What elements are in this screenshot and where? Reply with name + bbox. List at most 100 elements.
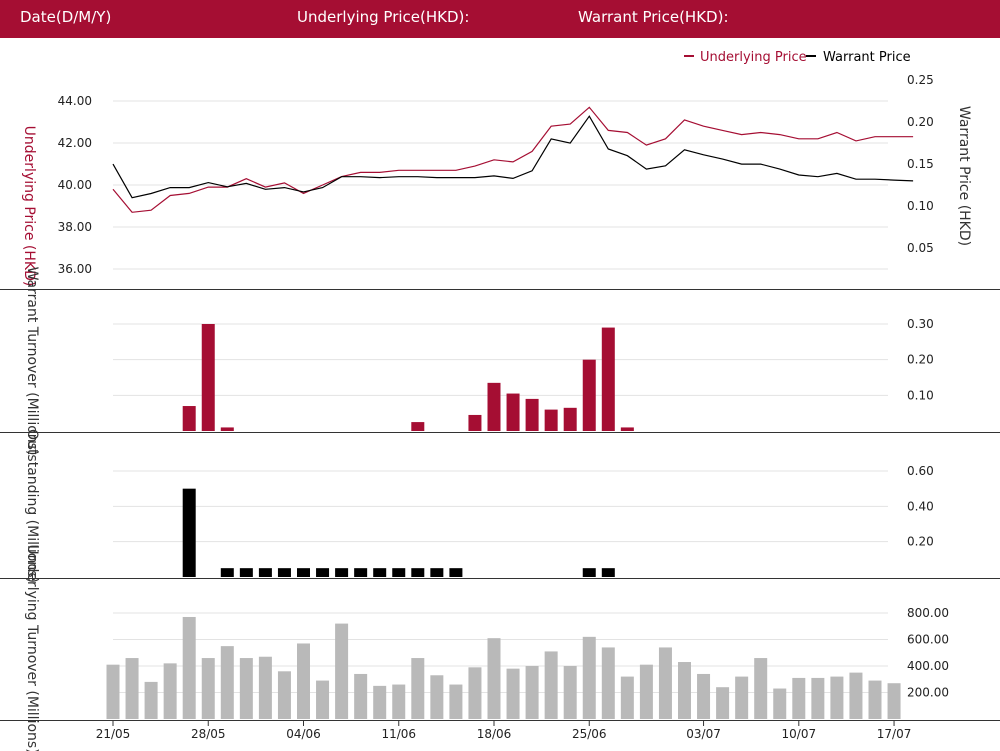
x-tick-label: 03/07 [686,727,721,741]
underlying-turnover-bar [354,673,368,719]
left-y-tick-label: 36.00 [58,262,92,276]
underlying-turnover-bar [163,663,177,719]
y-tick-label: 0.30 [907,317,934,331]
underlying-turnover-bar [754,658,768,719]
header-bar: Date(D/M/Y) Underlying Price(HKD): Warra… [0,0,1000,38]
outstanding-bar [182,488,196,577]
warrant-turnover-bar [182,406,196,431]
warrant-turnover-bar [525,398,539,431]
underlying-turnover-bar [392,684,406,719]
y-tick-label: 0.10 [907,388,934,402]
left-y-tick-label: 42.00 [58,136,92,150]
underlying-turnover-bar [716,687,730,719]
underlying-turnover-bar [887,683,901,719]
warrant-price-header-label: Warrant Price(HKD): [578,8,729,26]
outstanding-bar [220,568,234,577]
underlying-turnover-bar [258,656,272,719]
underlying-turnover-bar [430,675,444,719]
underlying-turnover-bar [144,681,158,719]
x-tick-label: 25/06 [572,727,607,741]
y-tick-label: 800.00 [907,606,949,620]
right-y-tick-label: 0.10 [907,199,934,213]
y-tick-label: 0.20 [907,353,934,367]
outstanding-bar [373,568,387,577]
underlying-turnover-bar [506,668,520,719]
outstanding-bar [392,568,406,577]
underlying-turnover-bar [525,666,539,719]
x-tick-label: 04/06 [286,727,321,741]
underlying-turnover-bar [277,671,291,719]
underlying-price-axis-title-line1: Underlying Price (HKD) [21,126,37,287]
underlying-turnover-bar [449,684,463,719]
outstanding-bar [354,568,368,577]
warrant-price-axis-title: Warrant Price (HKD) [956,106,972,246]
underlying-turnover-bar [373,685,387,719]
underlying-turnover-bar [620,676,634,719]
y-tick-label: 400.00 [907,659,949,673]
outstanding-bar [582,568,596,577]
outstanding-bar [316,568,330,577]
x-tick-label: 17/07 [877,727,912,741]
underlying-turnover-bar [316,680,330,719]
warrant-turnover-bar [582,359,596,431]
underlying-turnover-bar [849,672,863,719]
y-tick-label: 200.00 [907,686,949,700]
outstanding-bar [277,568,291,577]
underlying-turnover-bar [735,676,749,719]
warrant-turnover-bar [544,409,558,431]
left-y-tick-label: 44.00 [58,94,92,108]
x-tick-label: 28/05 [191,727,226,741]
underlying-turnover-bar [811,677,825,719]
warrant-turnover-bar [506,393,520,431]
left-y-tick-label: 40.00 [58,178,92,192]
y-tick-label: 600.00 [907,633,949,647]
warrant-turnover-bar [220,427,234,431]
warrant-turnover-axis-title: Warrant Turnover (Millions) [24,267,40,456]
underlying-turnover-bar [297,643,310,719]
underlying-turnover-bar [563,666,577,719]
right-y-tick-label: 0.20 [907,115,934,129]
warrant-turnover-bar [601,327,615,431]
warrant-chart: 36.00 38.00 40.00 42.00 44.00 0.05 0.10 0.15 0.2… [0,50,1000,751]
underlying-turnover-bar [544,651,558,719]
outstanding-bar [297,568,310,577]
underlying-turnover-bar [411,658,425,719]
underlying-turnover-bar [639,664,653,719]
outstanding-bar [430,568,444,577]
outstanding-bar [239,568,253,577]
underlying-turnover-bar [468,667,482,719]
legend-warrant-label: Warrant Price [823,50,911,65]
underlying-turnover-bar [106,664,120,719]
underlying-price-header-label: Underlying Price(HKD): [297,8,470,26]
underlying-turnover-bar [678,662,691,719]
warrant-price-line [112,115,914,199]
warrant-turnover-bar [468,414,482,431]
x-tick-label: 11/06 [381,727,416,741]
underlying-turnover-bar [658,647,672,719]
underlying-turnover-bar [125,658,139,719]
underlying-price-line [112,106,914,213]
underlying-turnover-bar [201,658,215,719]
warrant-turnover-bar [411,422,425,431]
chart-legend: Underlying Price Warrant Price [684,50,911,65]
underlying-turnover-axis-title: Underlying Turnover (Millions) [24,544,40,751]
y-tick-label: 0.20 [907,535,934,549]
warrant-turnover-bar [201,324,215,431]
warrant-turnover-bar [563,407,577,431]
outstanding-bar [335,568,349,577]
y-tick-label: 0.60 [907,464,934,478]
underlying-turnover-bar [697,673,711,719]
outstanding-bar [411,568,425,577]
outstanding-bar [449,568,463,577]
left-y-tick-label: 38.00 [58,220,92,234]
underlying-turnover-bar [487,638,501,719]
underlying-turnover-bar [239,658,253,719]
legend-underlying-label: Underlying Price [700,50,807,65]
outstanding-bar [601,568,615,577]
underlying-turnover-bar [182,616,196,719]
outstanding-axis-title: Outstanding (Millions) [24,429,40,583]
x-tick-label: 10/07 [782,727,817,741]
underlying-turnover-bar [868,680,882,719]
right-y-tick-label: 0.15 [907,157,934,171]
date-header-label: Date(D/M/Y) [20,8,112,26]
